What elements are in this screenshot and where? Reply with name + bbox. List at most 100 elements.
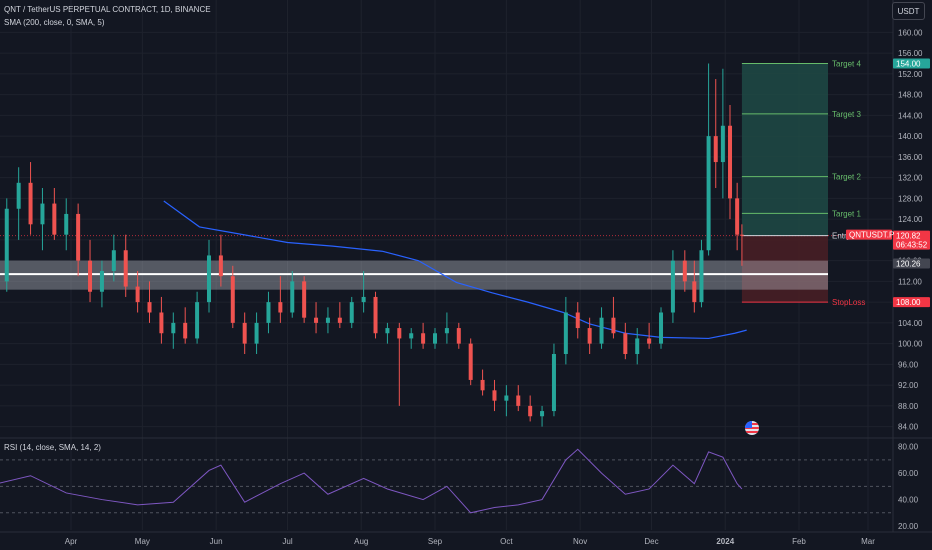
price-tick-label: 124.00 (898, 215, 923, 224)
candle (692, 260, 697, 313)
candle (563, 296, 568, 365)
candle-body (433, 333, 438, 344)
candle (28, 162, 33, 235)
rsi-tick-label: 40.00 (898, 496, 919, 505)
price-tick-label: 140.00 (898, 132, 923, 141)
rsi-tick-label: 20.00 (898, 522, 919, 531)
candle (52, 188, 57, 240)
candle (76, 203, 81, 277)
candle-body (385, 328, 390, 334)
price-tag-bg (893, 58, 930, 69)
price-tag-label: QNTUSDT.P (849, 231, 894, 240)
price-tag-label: 154.00 (896, 60, 921, 69)
candle-body (504, 395, 509, 401)
candle (230, 265, 235, 329)
price-tick-label: 100.00 (898, 340, 923, 349)
candle-body (599, 317, 604, 344)
candle-body (480, 379, 485, 391)
candle-body (290, 281, 295, 313)
candle-body (699, 250, 704, 303)
stop-zone (741, 235, 828, 303)
candle (171, 312, 176, 349)
candle (540, 405, 545, 427)
candle (599, 307, 604, 349)
candle (349, 296, 354, 329)
candle-body (492, 390, 497, 401)
candle-body (587, 328, 592, 344)
candle-body (516, 395, 521, 406)
candle-body (159, 312, 164, 334)
candle (218, 234, 223, 287)
level-label: Target 3 (832, 110, 861, 119)
candle (504, 385, 509, 417)
price-tag-bg (893, 239, 930, 250)
price-tick-label: 160.00 (898, 28, 923, 37)
candle (635, 328, 640, 365)
rsi-tick-label: 80.00 (898, 443, 919, 452)
candle-body (123, 250, 128, 287)
price-tick-label: 112.00 (898, 277, 922, 286)
price-tag-bg (846, 229, 892, 240)
candle (88, 239, 93, 303)
candle (64, 198, 69, 251)
candle-body (713, 136, 718, 163)
candle (242, 312, 247, 354)
candle (551, 343, 556, 417)
candle (385, 322, 390, 344)
time-tick-label: Jun (210, 537, 223, 546)
candle (528, 395, 533, 422)
candle-body (40, 203, 45, 225)
price-tick-label: 96.00 (898, 360, 919, 369)
rsi-indicator-label[interactable]: RSI (14, close, SMA, 14, 2) (4, 443, 101, 452)
candle-body (302, 281, 307, 318)
sma-indicator-label[interactable]: SMA (200, close, 0, SMA, 5) (4, 18, 105, 27)
time-tick-label: Dec (644, 537, 658, 546)
candle-body (528, 405, 533, 417)
candle (421, 322, 426, 349)
candle (40, 188, 45, 251)
candle (587, 317, 592, 354)
candle (720, 68, 725, 199)
price-tag-label: 06:43:52 (896, 241, 928, 250)
candle-body (670, 260, 675, 313)
price-tick-label: 132.00 (898, 174, 923, 183)
price-tick-label: 136.00 (898, 153, 923, 162)
currency-button[interactable]: USDT (892, 2, 925, 20)
candle (159, 296, 164, 344)
candle-body (206, 255, 211, 303)
candle-body (361, 296, 366, 303)
candle-body (647, 338, 652, 344)
candle-body (349, 302, 354, 323)
candle (480, 369, 485, 396)
candle-body (409, 333, 414, 339)
us-flag-icon[interactable] (745, 421, 759, 435)
candle (397, 322, 402, 406)
candle (409, 328, 414, 349)
price-tag-label: 120.82 (896, 232, 921, 241)
candle-body (623, 333, 628, 354)
candle (433, 328, 438, 349)
price-tag-label: 120.26 (896, 260, 921, 269)
candle-body (16, 182, 21, 209)
candle-body (563, 312, 568, 354)
candle (4, 198, 9, 292)
price-tag-bg (893, 230, 930, 241)
candle (278, 276, 283, 323)
price-tick-label: 152.00 (898, 70, 923, 79)
price-tick-label: 104.00 (898, 319, 923, 328)
price-tick-label: 88.00 (898, 402, 919, 411)
candle-body (337, 317, 342, 323)
candle (314, 302, 319, 334)
candle (659, 307, 664, 349)
candle-body (88, 260, 93, 292)
candle-body (76, 213, 81, 261)
candle (123, 234, 128, 297)
candle (611, 296, 616, 339)
candle (739, 224, 744, 266)
candle-body (720, 125, 725, 163)
price-tag-label: 108.00 (896, 298, 921, 307)
candle (195, 291, 200, 344)
time-tick-label: Jul (282, 537, 292, 546)
level-label: Target 1 (832, 209, 861, 218)
